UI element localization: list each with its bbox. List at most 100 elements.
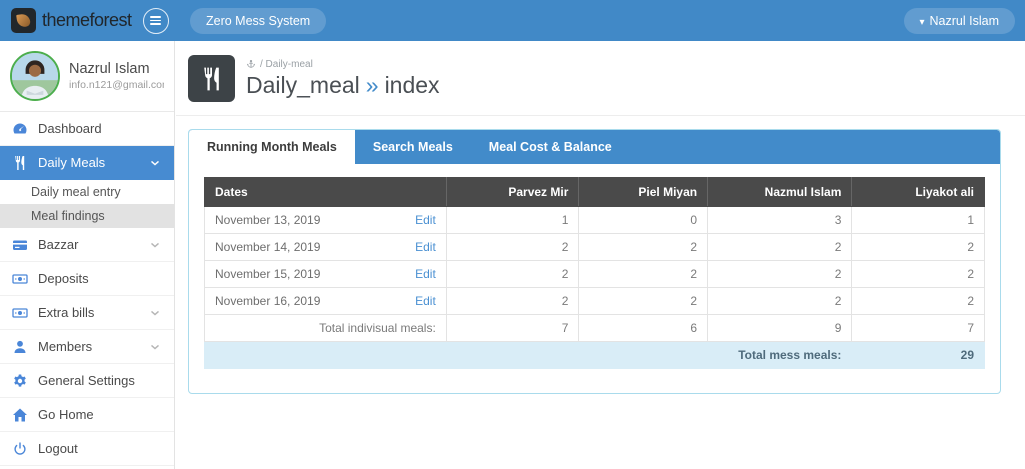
brand-name: themeforest xyxy=(42,10,132,30)
grand-total-value: 29 xyxy=(851,341,985,369)
grand-total-label: Total mess meals: xyxy=(707,341,853,369)
user-menu-button[interactable]: ▾ Nazrul Islam xyxy=(903,7,1015,34)
sidebar-item-logout[interactable]: Logout xyxy=(0,432,174,466)
top-bar: themeforest Zero Mess System ▾ Nazrul Isl… xyxy=(0,0,1025,41)
sidebar-item-label: General Settings xyxy=(38,373,135,388)
meal-count: 2 xyxy=(578,233,709,261)
breadcrumb: / Daily-meal xyxy=(246,59,440,70)
sidebar-item-label: Daily Meals xyxy=(38,155,106,170)
sidebar-item-label: Members xyxy=(38,339,93,354)
sidebar-item-label: Bazzar xyxy=(38,237,79,252)
meal-count: 2 xyxy=(578,260,709,288)
table-row: November 15, 2019 Edit 2 2 2 2 xyxy=(204,260,985,288)
money-icon xyxy=(12,305,28,321)
power-icon xyxy=(12,441,28,457)
header-text: / Daily-meal Daily_meal» index xyxy=(246,59,440,99)
meal-count: 2 xyxy=(445,260,580,288)
sidebar-item-daily-meal-entry[interactable]: Daily meal entry xyxy=(0,180,174,204)
edit-link[interactable]: Edit xyxy=(415,213,436,227)
sidebar-item-general-settings[interactable]: General Settings xyxy=(0,364,174,398)
brand-area: themeforest xyxy=(0,7,175,34)
edit-link[interactable]: Edit xyxy=(415,294,436,308)
caret-down-icon: ▾ xyxy=(919,16,925,28)
col-header-liyakot-ali: Liyakot ali xyxy=(851,177,985,207)
user-menu-label: Nazrul Islam xyxy=(929,13,999,28)
app-title-button[interactable]: Zero Mess System xyxy=(190,7,327,34)
meal-count: 0 xyxy=(578,206,709,234)
anchor-icon xyxy=(247,59,255,68)
total-count: 9 xyxy=(707,314,853,342)
sidebar-nav: Dashboard Daily Meals Daily meal entry M… xyxy=(0,112,174,466)
sidebar-user-panel: Nazrul Islam info.n121@gmail.com xyxy=(0,41,174,112)
tab-running-month-meals[interactable]: Running Month Meals xyxy=(189,130,355,164)
sidebar-item-label: Logout xyxy=(38,441,78,456)
sidebar-item-daily-meals[interactable]: Daily Meals xyxy=(0,146,174,180)
meal-count: 2 xyxy=(851,287,985,315)
col-header-parvez-mir: Parvez Mir xyxy=(445,177,580,207)
sidebar-item-label: Dashboard xyxy=(38,121,102,136)
home-icon xyxy=(12,407,28,423)
date-value: November 15, 2019 xyxy=(215,267,321,281)
gear-icon xyxy=(12,373,28,389)
table-header-row: Dates Parvez Mir Piel Miyan Nazmul Islam… xyxy=(204,177,985,207)
meal-count: 2 xyxy=(578,287,709,315)
page-title: Daily_meal» index xyxy=(246,72,440,99)
date-value: November 14, 2019 xyxy=(215,240,321,254)
meal-count: 2 xyxy=(445,233,580,261)
panel-body: Dates Parvez Mir Piel Miyan Nazmul Islam… xyxy=(189,164,1000,382)
sidebar-item-label: Deposits xyxy=(38,271,89,286)
sidebar-item-meal-findings[interactable]: Meal findings xyxy=(0,204,174,228)
cutlery-icon xyxy=(188,55,235,102)
meal-count: 2 xyxy=(707,233,853,261)
user-email: info.n121@gmail.com xyxy=(69,79,164,91)
date-value: November 13, 2019 xyxy=(215,213,321,227)
total-count: 7 xyxy=(445,314,580,342)
empty-cell xyxy=(204,341,447,369)
title-separator: » xyxy=(365,71,379,98)
chevron-down-icon xyxy=(148,340,162,354)
themeforest-logo-icon xyxy=(11,8,36,33)
meal-count: 2 xyxy=(851,260,985,288)
grand-total-row: Total mess meals: 29 xyxy=(204,341,985,369)
tab-meal-cost-balance[interactable]: Meal Cost & Balance xyxy=(488,140,612,154)
user-icon xyxy=(12,339,28,355)
empty-cell xyxy=(445,341,580,369)
col-header-piel-miyan: Piel Miyan xyxy=(578,177,709,207)
col-header-nazmul-islam: Nazmul Islam xyxy=(707,177,853,207)
user-name: Nazrul Islam xyxy=(69,61,150,77)
sidebar-item-deposits[interactable]: Deposits xyxy=(0,262,174,296)
sidebar-item-extra-bills[interactable]: Extra bills xyxy=(0,296,174,330)
edit-link[interactable]: Edit xyxy=(415,267,436,281)
meals-table: Dates Parvez Mir Piel Miyan Nazmul Islam… xyxy=(204,177,985,369)
sidebar-subitem-label: Meal findings xyxy=(31,209,105,223)
sidebar-subitem-label: Daily meal entry xyxy=(31,185,121,199)
totals-label: Total indivisual meals: xyxy=(204,314,447,342)
leaf-icon xyxy=(16,13,31,28)
table-row: November 14, 2019 Edit 2 2 2 2 xyxy=(204,233,985,261)
sidebar-item-members[interactable]: Members xyxy=(0,330,174,364)
meal-count: 2 xyxy=(445,287,580,315)
meal-count: 2 xyxy=(707,260,853,288)
sidebar-item-label: Go Home xyxy=(38,407,94,422)
empty-cell xyxy=(578,341,709,369)
total-count: 7 xyxy=(851,314,985,342)
tab-bar: Running Month Meals Search Meals Meal Co… xyxy=(189,130,1000,164)
main-content: / Daily-meal Daily_meal» index Running Mo… xyxy=(176,41,1025,469)
sidebar-item-label: Extra bills xyxy=(38,305,95,320)
money-icon xyxy=(12,271,28,287)
cutlery-icon xyxy=(12,155,28,171)
sidebar-item-dashboard[interactable]: Dashboard xyxy=(0,112,174,146)
edit-link[interactable]: Edit xyxy=(415,240,436,254)
meal-count: 1 xyxy=(445,206,580,234)
hamburger-menu-button[interactable] xyxy=(142,7,169,34)
user-meta: Nazrul Islam info.n121@gmail.com xyxy=(69,61,164,91)
sidebar-item-go-home[interactable]: Go Home xyxy=(0,398,174,432)
page-title-sub: index xyxy=(384,71,440,98)
credit-card-icon xyxy=(12,237,28,253)
tab-search-meals[interactable]: Search Meals xyxy=(372,140,453,154)
chevron-down-icon xyxy=(148,156,162,170)
chevron-down-icon xyxy=(148,238,162,252)
breadcrumb-path: / Daily-meal xyxy=(260,58,313,70)
sidebar-item-bazzar[interactable]: Bazzar xyxy=(0,228,174,262)
meals-panel: Running Month Meals Search Meals Meal Co… xyxy=(188,129,1001,394)
